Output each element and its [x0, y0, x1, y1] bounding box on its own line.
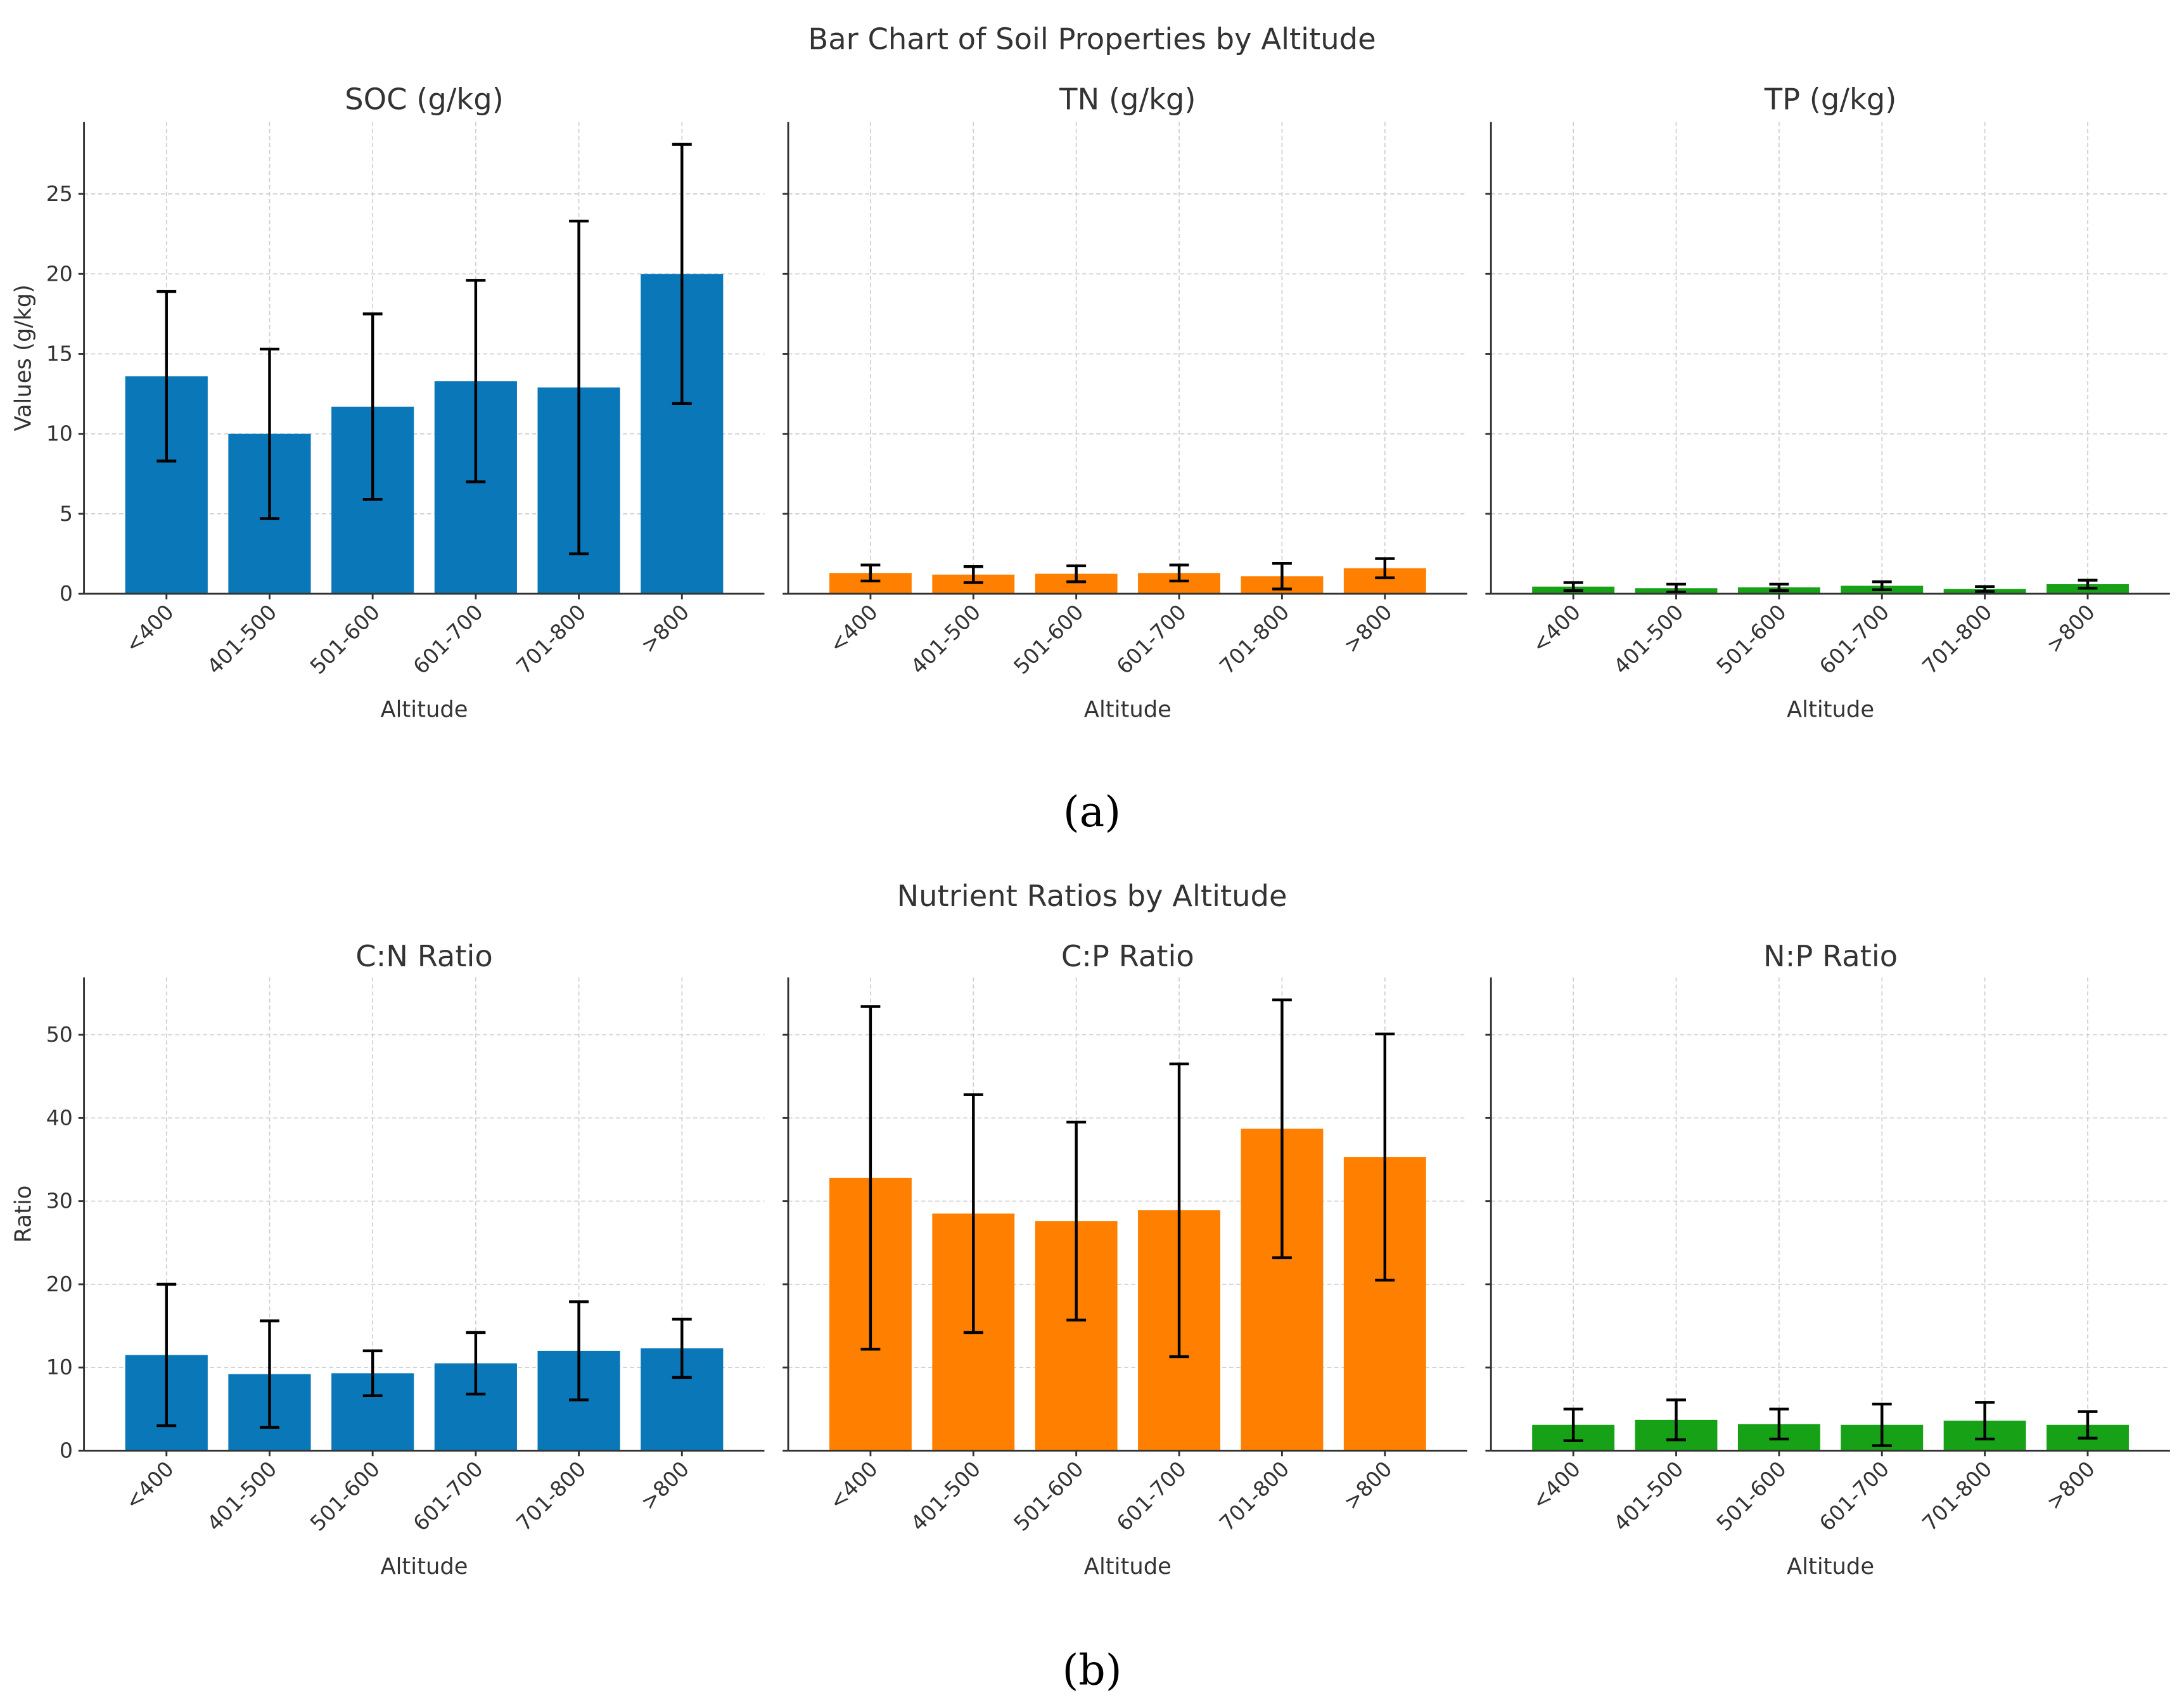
- figure-row-1: Bar Chart of Soil Properties by Altitude…: [11, 22, 2170, 836]
- x-tick-label: 501-600: [1711, 1456, 1791, 1535]
- x-axis-label: Altitude: [380, 697, 468, 723]
- suptitle: Bar Chart of Soil Properties by Altitude: [808, 22, 1376, 56]
- subplot-tp-g-kg-: <400 401-500 501-600 601-700 701-800 >800 TP (…: [1485, 82, 2170, 723]
- y-tick-label: 5: [60, 501, 73, 526]
- y-tick-label: 20: [46, 1272, 73, 1296]
- x-tick-label: 401-500: [202, 599, 281, 679]
- x-tick-label: 501-600: [1009, 599, 1088, 679]
- x-axis-label: Altitude: [1787, 1554, 1874, 1580]
- x-tick-label: 701-800: [511, 1456, 591, 1535]
- x-tick-label: <400: [1527, 1456, 1585, 1514]
- x-axis-label: Altitude: [1787, 697, 1874, 723]
- y-axis-label: Values (g/kg): [11, 284, 37, 432]
- x-tick-label: 601-700: [1815, 1456, 1894, 1535]
- x-tick-label: 701-800: [1917, 1456, 1996, 1535]
- x-tick-label: <400: [120, 599, 179, 658]
- x-tick-label: >800: [2041, 1456, 2100, 1514]
- subplot-title: N:P Ratio: [1763, 939, 1898, 973]
- x-tick-label: 601-700: [1112, 1456, 1191, 1535]
- figure-row-2: Nutrient Ratios by Altitude (b) 0 10 20 30 40 5…: [11, 879, 2170, 1694]
- x-tick-label: >800: [1339, 599, 1397, 658]
- subplot-title: C:N Ratio: [355, 939, 493, 973]
- y-tick-label: 0: [60, 1438, 73, 1462]
- x-tick-label: <400: [824, 1456, 883, 1514]
- x-tick-label: >800: [1339, 1456, 1397, 1514]
- x-tick-label: <400: [120, 1456, 179, 1514]
- x-tick-label: 701-800: [511, 599, 591, 679]
- x-tick-label: 501-600: [1009, 1456, 1088, 1535]
- y-tick-label: 10: [46, 1355, 73, 1379]
- subplot-title: SOC (g/kg): [345, 82, 504, 117]
- subplot-title: TN (g/kg): [1059, 82, 1196, 117]
- x-tick-label: 401-500: [906, 1456, 985, 1535]
- x-tick-label: 401-500: [1609, 1456, 1688, 1535]
- suptitle: Nutrient Ratios by Altitude: [897, 879, 1287, 913]
- x-tick-label: <400: [824, 599, 883, 658]
- subplot-c-p-ratio: <400 401-500 501-600 601-700 701-800 >800 C:P …: [782, 939, 1467, 1580]
- x-tick-label: 501-600: [305, 599, 385, 679]
- y-axis-label: Ratio: [11, 1186, 37, 1243]
- x-tick-label: >800: [635, 1456, 694, 1514]
- x-axis-label: Altitude: [1084, 1554, 1172, 1580]
- subplot-c-n-ratio: 0 10 20 30 40 50 <400 401-500 501-600 601-700 701-…: [46, 939, 765, 1580]
- x-tick-label: 701-800: [1215, 1456, 1294, 1535]
- x-tick-label: >800: [2041, 599, 2100, 658]
- x-axis-label: Altitude: [1084, 697, 1172, 723]
- x-tick-label: <400: [1527, 599, 1585, 658]
- x-tick-label: 701-800: [1917, 599, 1996, 679]
- y-tick-label: 0: [60, 581, 73, 606]
- x-tick-label: 401-500: [906, 599, 985, 679]
- subplot-n-p-ratio: <400 401-500 501-600 601-700 701-800 >800 N:P …: [1485, 939, 2170, 1580]
- x-tick-label: 601-700: [1815, 599, 1894, 679]
- x-tick-label: >800: [635, 599, 694, 658]
- x-tick-label: 601-700: [408, 599, 487, 679]
- y-tick-label: 15: [46, 342, 73, 366]
- x-tick-label: 401-500: [1609, 599, 1688, 679]
- y-tick-label: 20: [46, 261, 73, 286]
- subplot-soc-g-kg-: 0 5 10 15 20 25 <400 401-500 501-600 601-700 701-8…: [46, 82, 765, 723]
- figure-label: (a): [1063, 787, 1121, 836]
- subplot-title: C:P Ratio: [1061, 939, 1194, 973]
- x-tick-label: 701-800: [1215, 599, 1294, 679]
- subplot-tn-g-kg-: <400 401-500 501-600 601-700 701-800 >800 TN (…: [782, 82, 1467, 723]
- x-tick-label: 601-700: [1112, 599, 1191, 679]
- y-tick-label: 50: [46, 1022, 73, 1047]
- y-tick-label: 25: [46, 181, 73, 206]
- x-axis-label: Altitude: [380, 1554, 468, 1580]
- x-tick-label: 501-600: [1711, 599, 1791, 679]
- y-tick-label: 10: [46, 421, 73, 446]
- figure-label: (b): [1062, 1645, 1121, 1694]
- y-tick-label: 30: [46, 1189, 73, 1213]
- subplot-title: TP (g/kg): [1764, 82, 1897, 117]
- x-tick-label: 601-700: [408, 1456, 487, 1535]
- x-tick-label: 501-600: [305, 1456, 385, 1535]
- y-tick-label: 40: [46, 1105, 73, 1130]
- x-tick-label: 401-500: [202, 1456, 281, 1535]
